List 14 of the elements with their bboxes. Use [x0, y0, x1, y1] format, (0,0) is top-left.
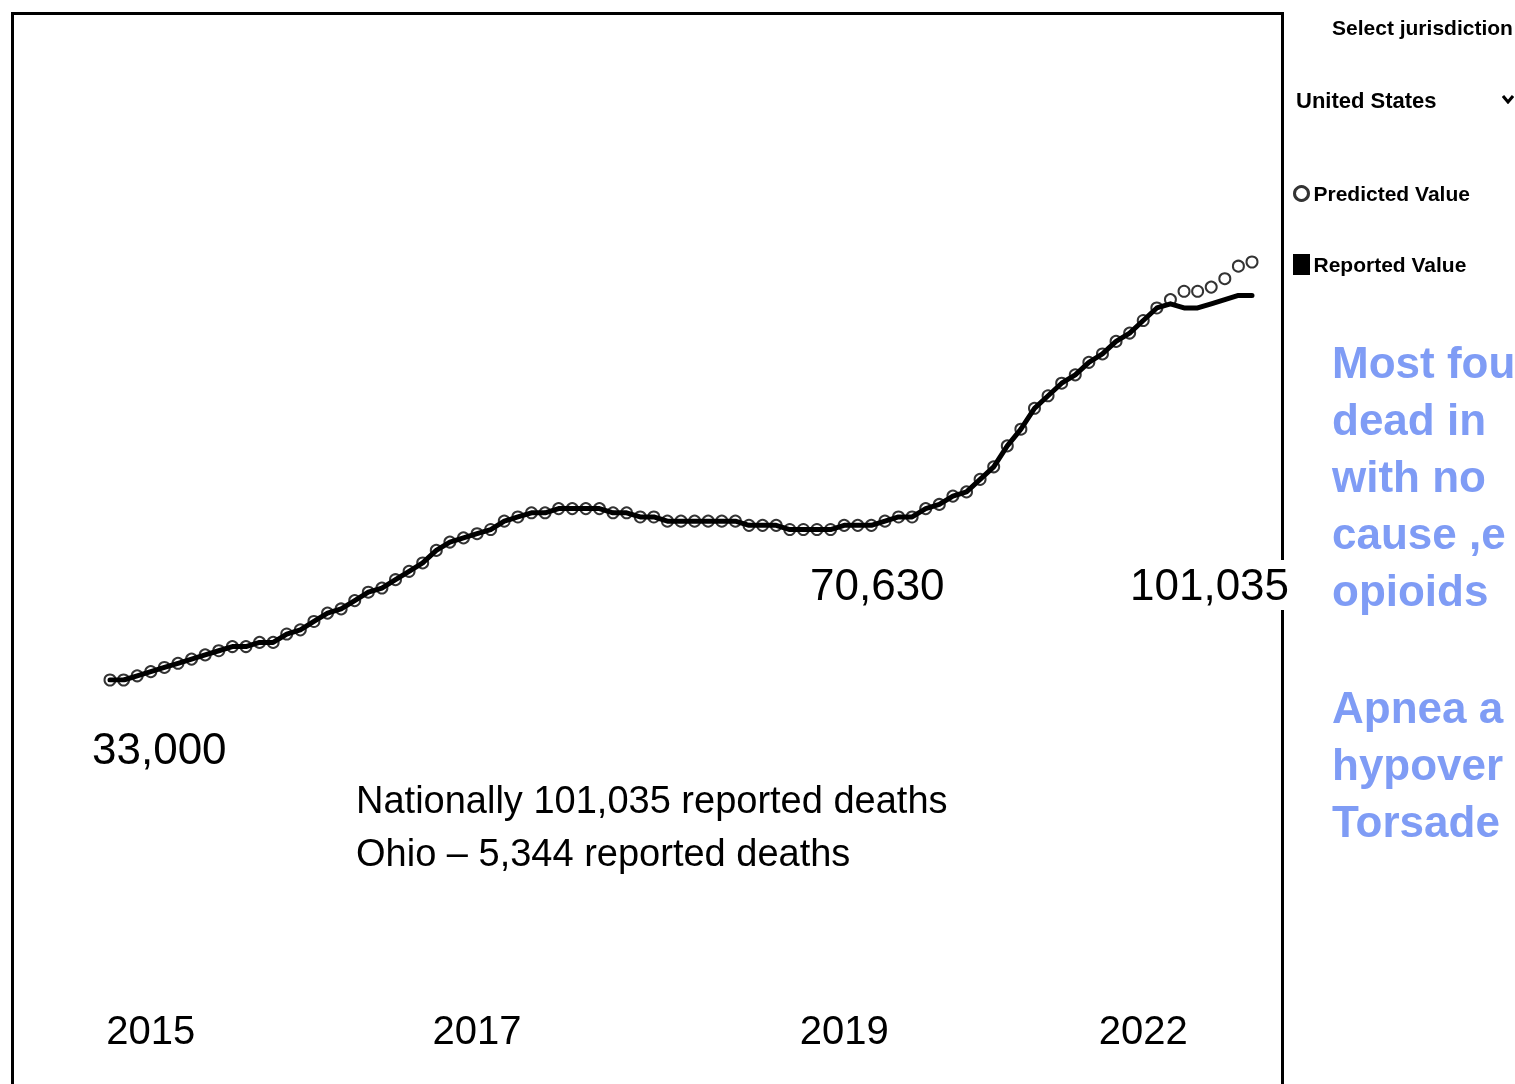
x-tick-label: 2015	[106, 1008, 196, 1052]
x-tick-label: 2019	[799, 1008, 889, 1052]
text: Apnea a hypover Torsade	[1332, 682, 1504, 848]
text: Select jurisdiction	[1332, 16, 1513, 40]
x-tick-label: 2017	[432, 1008, 522, 1052]
annotation: 101,035	[1130, 560, 1290, 610]
legend-label: Predicted Value	[1313, 182, 1470, 205]
legend-label: Reported Value	[1313, 253, 1467, 276]
text: Most fou dead in with no cause ,e opioids	[1332, 337, 1515, 617]
text: Nationally 101,035 reported deaths Ohio – 5,344 reported deaths	[356, 778, 948, 876]
x-tick-label: 2022	[1098, 1008, 1188, 1052]
annotation: 70,630	[810, 560, 945, 610]
text: United States	[1296, 88, 1437, 114]
text: 33,000	[92, 724, 227, 774]
